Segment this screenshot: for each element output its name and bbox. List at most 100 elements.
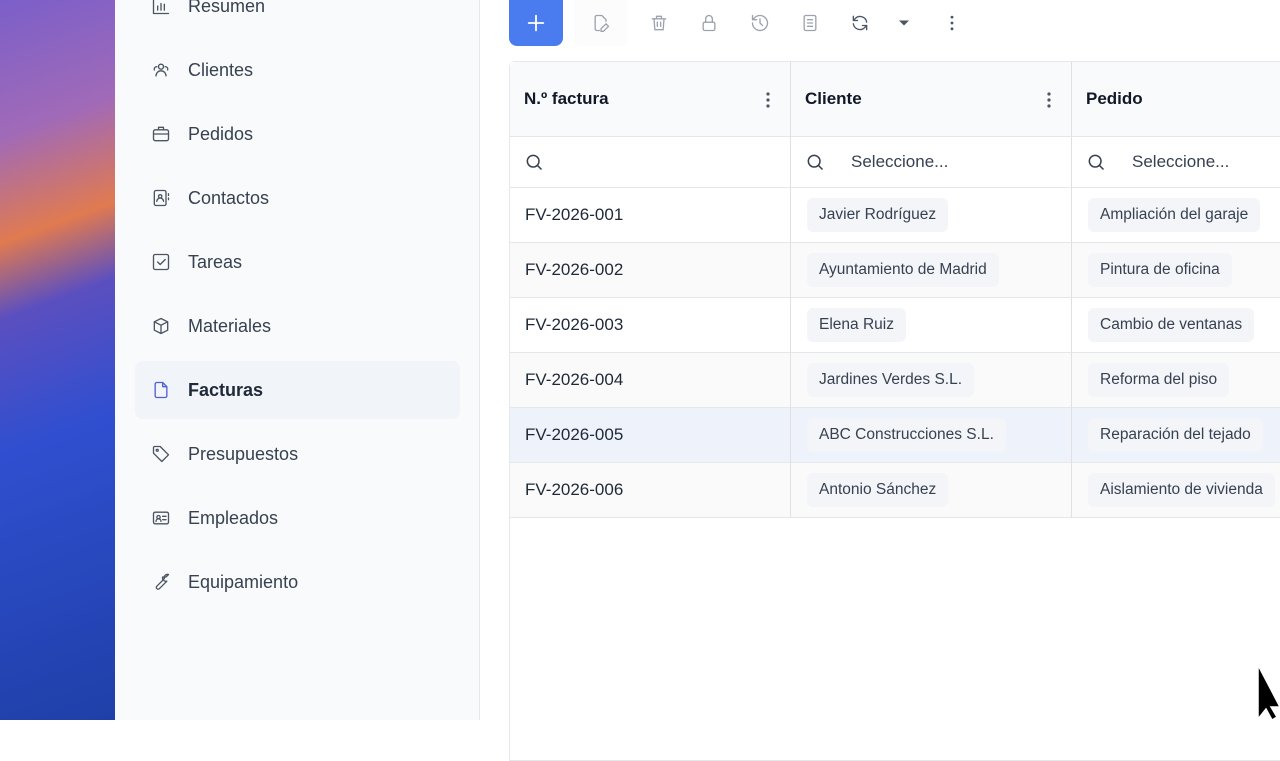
sidebar-item-materiales[interactable]: Materiales [135, 297, 460, 355]
tag-icon [152, 445, 170, 463]
table-cell[interactable]: FV-2026-003 [510, 298, 791, 353]
table-cell[interactable]: FV-2026-001 [510, 188, 791, 243]
client-chip[interactable]: Elena Ruiz [807, 308, 906, 342]
sidebar-item-contactos[interactable]: Contactos [135, 169, 460, 227]
sidebar-item-label: Equipamiento [188, 571, 299, 592]
sidebar-item-empleados[interactable]: Empleados [135, 489, 460, 547]
desktop-wallpaper [0, 0, 115, 720]
column-header-label: N.º factura [524, 89, 609, 108]
column-menu-icon[interactable] [760, 90, 776, 110]
delete-button[interactable] [639, 0, 679, 46]
plus-icon [527, 14, 545, 32]
refresh-button[interactable] [840, 0, 880, 46]
sidebar-item-label: Pedidos [188, 123, 254, 144]
table-cell[interactable]: Javier Rodríguez [791, 188, 1072, 243]
column-filter-input[interactable] [510, 137, 791, 188]
caret-down-icon [899, 20, 909, 26]
table-cell[interactable]: ABC Construcciones S.L. [791, 408, 1072, 463]
file-icon [154, 381, 168, 399]
sidebar-item-label: Empleados [188, 507, 279, 528]
table-cell[interactable]: Antonio Sánchez [791, 463, 1072, 518]
column-filter-input[interactable]: Seleccione... [791, 137, 1072, 188]
client-chip[interactable]: Jardines Verdes S.L. [807, 363, 975, 397]
table-cell[interactable]: FV-2026-002 [510, 243, 791, 298]
invoice-number: FV-2026-004 [525, 370, 624, 389]
lock-button[interactable] [689, 0, 729, 46]
table-cell[interactable]: Jardines Verdes S.L. [791, 353, 1072, 408]
invoice-number: FV-2026-005 [525, 425, 624, 444]
document-button[interactable] [790, 0, 830, 46]
invoices-table: N.º factura Cliente Seleccione... Pedido Sel… [509, 61, 1280, 761]
table-cell[interactable]: FV-2026-006 [510, 463, 791, 518]
invoice-number: FV-2026-003 [525, 315, 624, 334]
sidebar-item-label: Resumen [188, 0, 266, 16]
mouse-cursor-icon [1257, 664, 1280, 720]
contact-book-icon [153, 189, 170, 207]
column-filter-input[interactable]: Seleccione... [1072, 137, 1280, 188]
order-chip[interactable]: Aislamiento de vivienda [1088, 473, 1275, 507]
table-cell[interactable]: Reforma del piso [1072, 353, 1280, 408]
invoice-number: FV-2026-002 [525, 260, 624, 279]
invoice-number: FV-2026-006 [525, 480, 624, 499]
table-cell[interactable]: Ampliación del garaje [1072, 188, 1280, 243]
id-card-icon [152, 511, 170, 525]
sidebar-item-resumen[interactable]: Resumen [135, 0, 460, 35]
sidebar-item-clientes[interactable]: Clientes [135, 41, 460, 99]
table-cell[interactable]: Pintura de oficina [1072, 243, 1280, 298]
sidebar-item-equipamiento[interactable]: Equipamiento [135, 553, 460, 611]
filter-placeholder: Seleccione... [1132, 152, 1230, 171]
table-cell[interactable]: Cambio de ventanas [1072, 298, 1280, 353]
history-button[interactable] [740, 0, 780, 46]
order-chip[interactable]: Pintura de oficina [1088, 253, 1232, 287]
lock-icon [702, 14, 716, 32]
document-icon [803, 14, 817, 32]
sidebar-item-label: Facturas [188, 379, 264, 400]
order-chip[interactable]: Reparación del tejado [1088, 418, 1263, 452]
trash-icon [651, 15, 667, 31]
sidebar-item-pedidos[interactable]: Pedidos [135, 105, 460, 163]
sidebar-item-presupuestos[interactable]: Presupuestos [135, 425, 460, 483]
sidebar-item-facturas[interactable]: Facturas [135, 361, 460, 419]
client-chip[interactable]: Ayuntamiento de Madrid [807, 253, 999, 287]
table-cell[interactable]: FV-2026-005 [510, 408, 791, 463]
bar-chart-icon [152, 0, 170, 15]
sidebar-item-label: Presupuestos [188, 443, 299, 464]
search-icon [526, 154, 543, 171]
edit-button[interactable] [574, 0, 627, 46]
wrench-icon [155, 573, 170, 590]
toolbar [509, 0, 1009, 46]
sidebar-item-label: Materiales [188, 315, 272, 336]
table-cell[interactable]: FV-2026-004 [510, 353, 791, 408]
column-header[interactable]: Pedido [1072, 62, 1280, 137]
table-cell[interactable]: Elena Ruiz [791, 298, 1072, 353]
column-header-label: Pedido [1086, 89, 1143, 108]
invoice-number: FV-2026-001 [525, 205, 624, 224]
table-cell[interactable]: Aislamiento de vivienda [1072, 463, 1280, 518]
more-vertical-icon [950, 15, 954, 31]
box-icon [153, 317, 169, 335]
column-header-label: Cliente [805, 89, 862, 108]
table-cell[interactable]: Ayuntamiento de Madrid [791, 243, 1072, 298]
table-cell[interactable]: Reparación del tejado [1072, 408, 1280, 463]
search-icon [807, 154, 824, 171]
column-header[interactable]: N.º factura [510, 62, 791, 137]
filter-placeholder: Seleccione... [851, 152, 949, 171]
sidebar-item-label: Contactos [188, 187, 270, 208]
sidebar: Resumen Clientes Pedidos Contactos Tareas Mat… [115, 0, 480, 720]
refresh-icon [852, 15, 868, 31]
search-icon [1088, 154, 1105, 171]
order-chip[interactable]: Ampliación del garaje [1088, 198, 1261, 232]
more-menu-button[interactable] [932, 0, 972, 46]
client-chip[interactable]: Javier Rodríguez [807, 198, 949, 232]
client-chip[interactable]: Antonio Sánchez [807, 473, 949, 507]
sidebar-item-label: Clientes [188, 59, 254, 80]
more-options-dropdown[interactable] [884, 0, 924, 46]
column-header[interactable]: Cliente [791, 62, 1072, 137]
sidebar-item-label: Tareas [188, 251, 243, 272]
add-button[interactable] [509, 0, 563, 46]
client-chip[interactable]: ABC Construcciones S.L. [807, 418, 1006, 452]
sidebar-item-tareas[interactable]: Tareas [135, 233, 460, 291]
column-menu-icon[interactable] [1041, 90, 1057, 110]
order-chip[interactable]: Reforma del piso [1088, 363, 1230, 397]
order-chip[interactable]: Cambio de ventanas [1088, 308, 1255, 342]
